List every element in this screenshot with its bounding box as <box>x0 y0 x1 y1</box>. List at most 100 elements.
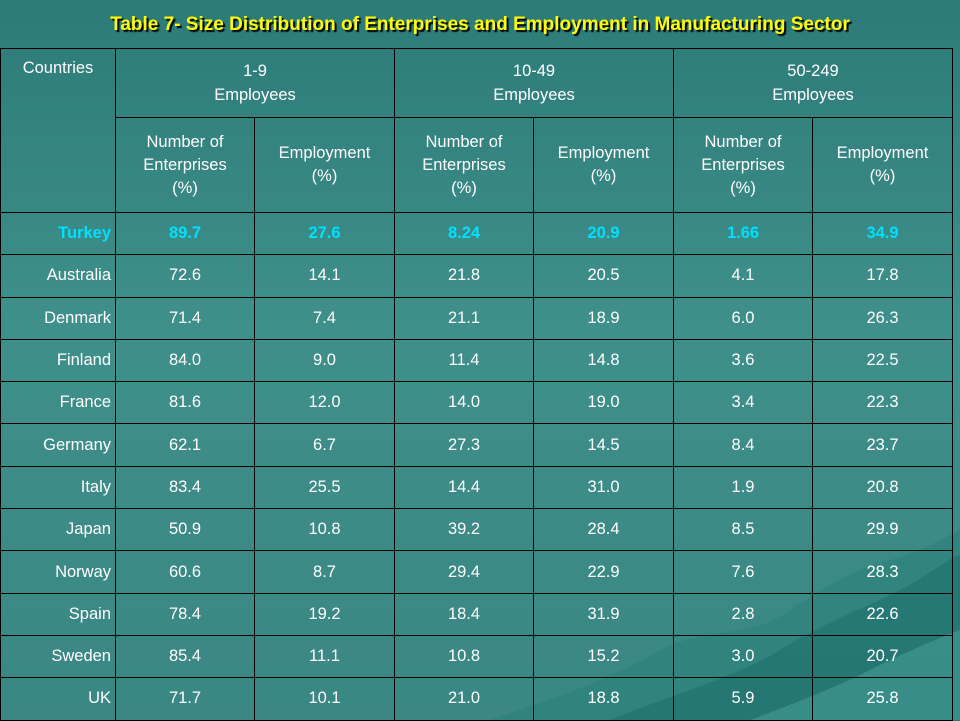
value-cell: 26.3 <box>812 296 953 340</box>
value-cell: 6.7 <box>254 423 395 467</box>
value-cell: 29.4 <box>394 550 534 594</box>
value-cell: 5.9 <box>673 677 813 721</box>
value-cell: 17.8 <box>812 254 953 298</box>
value-cell: 62.1 <box>115 423 255 467</box>
value-cell: 22.3 <box>812 381 953 425</box>
header-group-1-9: 1-9 Employees <box>115 48 395 118</box>
value-cell: 23.7 <box>812 423 953 467</box>
value-cell: 60.6 <box>115 550 255 594</box>
value-cell: 20.5 <box>533 254 674 298</box>
value-cell: 14.4 <box>394 465 534 510</box>
table-row: Spain 78.4 19.2 18.4 31.9 2.8 22.6 <box>0 592 953 636</box>
table-row: Norway 60.6 8.7 29.4 22.9 7.6 28.3 <box>0 550 953 594</box>
value-cell: 12.0 <box>254 381 395 425</box>
value-cell: 71.7 <box>115 677 255 721</box>
subheader-enterprises: Number of Enterprises (%) <box>115 117 255 213</box>
header-group-10-49: 10-49 Employees <box>394 48 674 118</box>
country-cell: Japan <box>0 508 116 552</box>
country-cell: Norway <box>0 550 116 594</box>
value-cell: 1.66 <box>673 211 813 256</box>
value-cell: 19.0 <box>533 381 674 425</box>
value-cell: 14.0 <box>394 381 534 425</box>
value-cell: 14.8 <box>533 338 674 383</box>
table-row: Italy 83.4 25.5 14.4 31.0 1.9 20.8 <box>0 465 953 510</box>
value-cell: 3.6 <box>673 338 813 383</box>
table-row: Germany 62.1 6.7 27.3 14.5 8.4 23.7 <box>0 423 953 467</box>
value-cell: 78.4 <box>115 592 255 636</box>
subheader-enterprises: Number of Enterprises (%) <box>394 117 534 213</box>
country-cell: Germany <box>0 423 116 467</box>
country-cell: Spain <box>0 592 116 636</box>
value-cell: 1.9 <box>673 465 813 510</box>
value-cell: 11.4 <box>394 338 534 383</box>
country-cell: Italy <box>0 465 116 510</box>
subheader-employment: Employment (%) <box>533 117 674 213</box>
country-cell: Australia <box>0 254 116 298</box>
value-cell: 84.0 <box>115 338 255 383</box>
value-cell: 31.9 <box>533 592 674 636</box>
table-row: Sweden 85.4 11.1 10.8 15.2 3.0 20.7 <box>0 634 953 679</box>
value-cell: 7.6 <box>673 550 813 594</box>
table-row: UK 71.7 10.1 21.0 18.8 5.9 25.8 <box>0 677 953 721</box>
value-cell: 11.1 <box>254 634 395 679</box>
value-cell: 3.0 <box>673 634 813 679</box>
subheader-employment: Employment (%) <box>254 117 395 213</box>
country-cell: Denmark <box>0 296 116 340</box>
value-cell: 34.9 <box>812 211 953 256</box>
value-cell: 21.1 <box>394 296 534 340</box>
value-cell: 10.8 <box>394 634 534 679</box>
value-cell: 29.9 <box>812 508 953 552</box>
value-cell: 18.9 <box>533 296 674 340</box>
table-row: Japan 50.9 10.8 39.2 28.4 8.5 29.9 <box>0 508 953 552</box>
value-cell: 14.5 <box>533 423 674 467</box>
value-cell: 15.2 <box>533 634 674 679</box>
subheader-employment: Employment (%) <box>812 117 953 213</box>
header-group-50-249: 50-249 Employees <box>673 48 953 118</box>
value-cell: 20.7 <box>812 634 953 679</box>
value-cell: 6.0 <box>673 296 813 340</box>
value-cell: 18.8 <box>533 677 674 721</box>
value-cell: 14.1 <box>254 254 395 298</box>
value-cell: 71.4 <box>115 296 255 340</box>
value-cell: 10.1 <box>254 677 395 721</box>
table-row: Turkey 89.7 27.6 8.24 20.9 1.66 34.9 <box>0 211 953 256</box>
value-cell: 22.9 <box>533 550 674 594</box>
distribution-table: Countries 1-9 Employees 10-49 Employees 50… <box>0 48 953 721</box>
value-cell: 25.5 <box>254 465 395 510</box>
value-cell: 39.2 <box>394 508 534 552</box>
value-cell: 8.5 <box>673 508 813 552</box>
value-cell: 85.4 <box>115 634 255 679</box>
value-cell: 10.8 <box>254 508 395 552</box>
table-title: Table 7- Size Distribution of Enterprise… <box>110 14 850 35</box>
value-cell: 2.8 <box>673 592 813 636</box>
table-row: Finland 84.0 9.0 11.4 14.8 3.6 22.5 <box>0 338 953 383</box>
country-cell: Finland <box>0 338 116 383</box>
value-cell: 7.4 <box>254 296 395 340</box>
value-cell: 18.4 <box>394 592 534 636</box>
table-row: Australia 72.6 14.1 21.8 20.5 4.1 17.8 <box>0 254 953 298</box>
value-cell: 83.4 <box>115 465 255 510</box>
value-cell: 20.8 <box>812 465 953 510</box>
value-cell: 27.6 <box>254 211 395 256</box>
value-cell: 21.8 <box>394 254 534 298</box>
country-cell: France <box>0 381 116 425</box>
value-cell: 28.4 <box>533 508 674 552</box>
value-cell: 8.7 <box>254 550 395 594</box>
value-cell: 21.0 <box>394 677 534 721</box>
country-cell: Sweden <box>0 634 116 679</box>
subheader-enterprises: Number of Enterprises (%) <box>673 117 813 213</box>
value-cell: 8.24 <box>394 211 534 256</box>
value-cell: 89.7 <box>115 211 255 256</box>
value-cell: 81.6 <box>115 381 255 425</box>
value-cell: 28.3 <box>812 550 953 594</box>
country-cell: Turkey <box>0 211 116 256</box>
table-row: Denmark 71.4 7.4 21.1 18.9 6.0 26.3 <box>0 296 953 340</box>
value-cell: 50.9 <box>115 508 255 552</box>
value-cell: 22.5 <box>812 338 953 383</box>
value-cell: 22.6 <box>812 592 953 636</box>
value-cell: 3.4 <box>673 381 813 425</box>
value-cell: 20.9 <box>533 211 674 256</box>
country-cell: UK <box>0 677 116 721</box>
table-row: France 81.6 12.0 14.0 19.0 3.4 22.3 <box>0 381 953 425</box>
value-cell: 72.6 <box>115 254 255 298</box>
